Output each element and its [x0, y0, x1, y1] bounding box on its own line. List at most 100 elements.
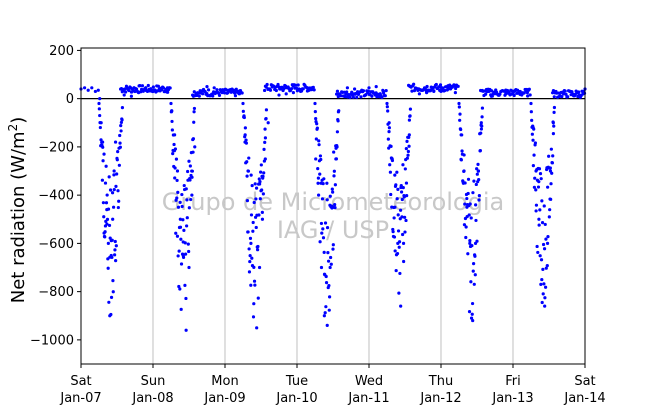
data-point — [529, 101, 533, 106]
data-point — [240, 91, 244, 95]
data-point — [470, 312, 474, 316]
data-point — [477, 193, 481, 198]
data-point — [98, 113, 102, 118]
data-point — [254, 186, 259, 190]
data-point — [366, 89, 371, 93]
data-point — [471, 269, 475, 273]
data-point — [268, 88, 273, 92]
data-point — [544, 237, 548, 241]
data-point — [317, 193, 321, 197]
y-axis-label-unit-close: ) — [8, 117, 29, 124]
data-point — [190, 193, 194, 197]
data-point — [320, 197, 325, 201]
x-tick-label-day: Tue — [285, 374, 308, 389]
data-point — [100, 178, 104, 182]
data-point — [536, 250, 540, 255]
data-point — [543, 296, 547, 300]
data-point — [464, 235, 468, 240]
y-tick-label: −200 — [38, 140, 74, 155]
data-point — [195, 93, 199, 98]
x-axis: Sat Jan-07 Sun Jan-08 Mon Jan-09 Tue Jan-10 Wed J… — [59, 364, 606, 406]
data-point — [327, 308, 331, 312]
data-point — [401, 241, 406, 245]
data-point — [93, 89, 97, 94]
data-point — [549, 182, 553, 186]
data-point — [277, 93, 281, 97]
data-point — [215, 88, 219, 92]
data-point — [179, 262, 184, 266]
data-point — [173, 147, 178, 151]
data-point — [244, 141, 248, 145]
data-point — [324, 281, 329, 285]
data-point — [263, 127, 267, 131]
data-point — [335, 130, 340, 134]
data-point — [544, 266, 548, 270]
data-point — [284, 92, 288, 96]
data-point — [173, 176, 177, 180]
data-point — [104, 164, 108, 168]
data-point — [471, 318, 475, 323]
data-point — [538, 254, 542, 258]
data-point — [103, 224, 108, 228]
data-point — [138, 84, 142, 88]
x-tick-label-day: Sun — [141, 374, 166, 389]
data-point — [328, 265, 332, 270]
data-point — [264, 116, 268, 121]
data-point — [472, 282, 476, 286]
data-point — [120, 118, 124, 122]
data-point — [104, 201, 109, 205]
data-point — [456, 84, 460, 88]
data-point — [469, 216, 473, 220]
data-point — [541, 292, 545, 296]
data-point — [550, 161, 554, 165]
data-point — [264, 108, 269, 112]
data-point — [105, 193, 109, 197]
data-point — [123, 87, 127, 91]
data-point — [118, 133, 122, 138]
data-point — [322, 314, 326, 318]
data-point — [387, 130, 391, 134]
data-point — [110, 191, 115, 195]
data-point — [336, 119, 340, 123]
data-point — [468, 202, 472, 206]
data-point — [241, 101, 245, 106]
data-point — [183, 252, 188, 256]
data-point — [186, 242, 190, 246]
data-point — [387, 126, 391, 130]
data-point — [119, 123, 123, 128]
x-tick-label-date: Jan-09 — [203, 391, 245, 406]
data-point — [192, 106, 197, 111]
data-point — [103, 235, 107, 239]
data-point — [552, 110, 556, 115]
data-point — [325, 225, 330, 230]
data-point — [405, 139, 409, 143]
data-point — [335, 92, 339, 96]
data-point — [252, 200, 256, 205]
data-point — [188, 164, 192, 168]
data-point — [548, 166, 552, 170]
data-point — [460, 133, 464, 137]
data-point — [445, 88, 449, 92]
data-point — [261, 174, 265, 178]
data-point — [434, 82, 438, 87]
data-point — [324, 274, 328, 279]
data-point — [479, 131, 483, 135]
data-point — [386, 137, 390, 141]
data-point — [552, 95, 556, 99]
data-point — [384, 88, 388, 93]
data-point — [393, 249, 397, 253]
data-point — [348, 95, 352, 100]
data-point — [116, 150, 120, 154]
data-point — [248, 254, 252, 258]
data-point — [164, 87, 168, 91]
x-tick-label-date: Jan-08 — [131, 391, 173, 406]
data-point — [242, 115, 246, 120]
data-point — [178, 225, 183, 229]
data-point — [187, 159, 191, 163]
data-point — [249, 283, 253, 287]
data-point — [261, 192, 265, 196]
data-point — [103, 230, 107, 234]
data-point — [265, 82, 269, 87]
data-point — [328, 194, 332, 198]
data-point — [479, 127, 484, 131]
